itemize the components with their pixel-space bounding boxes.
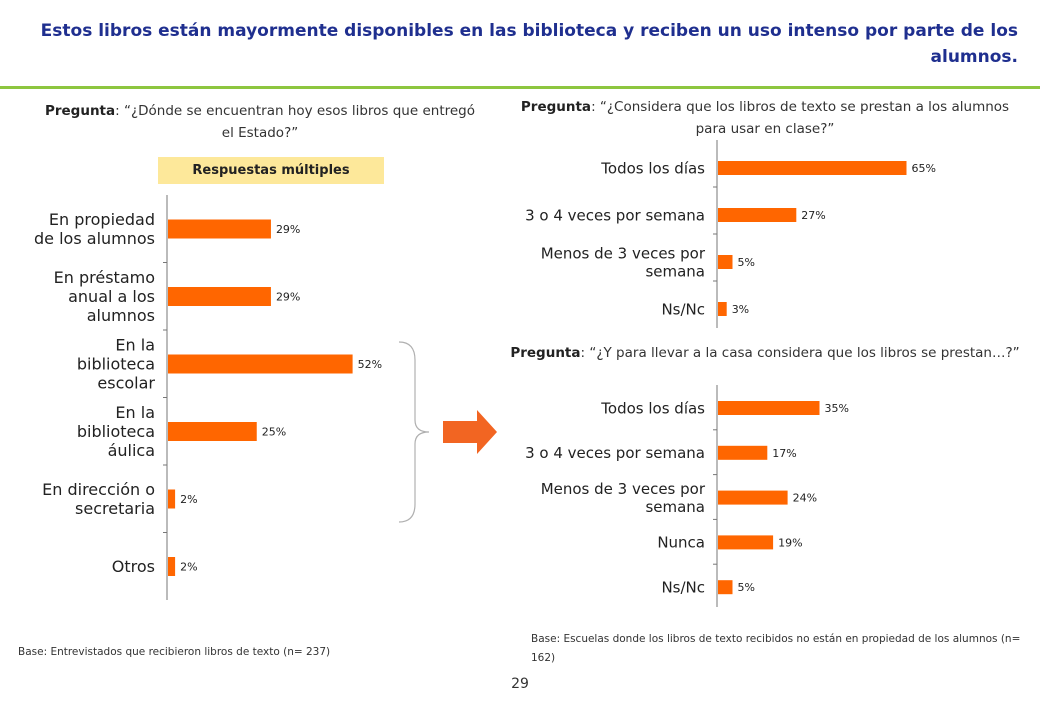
question-2-text: : “¿Considera que los libros de texto se… <box>591 99 1010 137</box>
category-label: anual a los <box>68 287 155 306</box>
category-label: de los alumnos <box>34 229 155 248</box>
bar <box>718 535 774 550</box>
right-arrow-icon <box>443 410 497 454</box>
question-1-label: Pregunta <box>44 103 116 119</box>
bar <box>718 401 820 415</box>
category-label: En propiedad <box>49 210 155 229</box>
question-1: Pregunta: “¿Dónde se encuentran hoy esos… <box>40 100 480 144</box>
bar-value-label: 5% <box>738 581 755 594</box>
category-label: Menos de 3 veces por <box>541 480 706 498</box>
bar <box>718 302 727 316</box>
category-label: Todos los días <box>600 159 705 177</box>
bar-value-label: 29% <box>276 223 300 236</box>
bar <box>718 161 907 175</box>
curly-brace-icon <box>398 341 430 523</box>
category-label: 3 o 4 veces por semana <box>525 444 705 462</box>
bar-value-label: 24% <box>793 492 817 505</box>
bar <box>718 255 733 269</box>
category-label: 3 o 4 veces por semana <box>525 206 705 224</box>
category-label: semana <box>645 262 705 280</box>
bar-value-label: 29% <box>276 291 300 304</box>
chart-class-use: 65% Todos los días 27% 3 o 4 veces por sema… <box>525 140 936 328</box>
bar <box>718 580 733 595</box>
question-3-label: Pregunta <box>510 345 581 361</box>
bar-value-label: 25% <box>262 426 286 439</box>
title-divider <box>0 86 1040 89</box>
category-label: Nunca <box>657 534 705 552</box>
bar <box>168 489 176 509</box>
category-label: escolar <box>97 374 155 393</box>
bar <box>718 445 768 460</box>
category-label: secretaria <box>75 499 155 518</box>
category-label: Todos los días <box>600 399 705 417</box>
base-note-right: Base: Escuelas donde los libros de texto… <box>531 633 1021 664</box>
chart-home-use: 35% Todos los días 17% 3 o 4 veces por sema… <box>525 385 849 607</box>
bar-value-label: 52% <box>358 358 382 371</box>
question-3: Pregunta: “¿Y para llevar a la casa cons… <box>510 342 1020 364</box>
bar <box>168 219 271 239</box>
bar-value-label: 17% <box>772 447 796 460</box>
bar <box>718 208 797 222</box>
bar-value-label: 2% <box>180 493 197 506</box>
category-label: En préstamo <box>54 268 155 287</box>
bar <box>168 557 176 576</box>
category-label: biblioteca <box>77 355 155 374</box>
category-label: En la <box>115 336 155 355</box>
bar-value-label: 27% <box>801 209 825 222</box>
question-1-text: : “¿Dónde se encuentran hoy esos libros … <box>115 103 476 141</box>
category-label: En dirección o <box>42 480 155 499</box>
category-label: biblioteca <box>77 422 155 441</box>
bar-value-label: 3% <box>732 303 749 316</box>
base-note-left: Base: Entrevistados que recibieron libro… <box>18 646 331 658</box>
bar-value-label: 65% <box>912 162 936 175</box>
bar <box>168 422 257 441</box>
bar <box>168 287 271 306</box>
category-label: semana <box>645 498 705 516</box>
category-label: Menos de 3 veces por <box>541 244 706 262</box>
page-number: 29 <box>511 676 529 692</box>
bar <box>168 354 353 374</box>
category-label: Otros <box>112 557 155 576</box>
question-2: Pregunta: “¿Considera que los libros de … <box>510 96 1020 140</box>
bar-value-label: 19% <box>778 536 802 549</box>
category-label: alumnos <box>87 306 155 325</box>
multiple-answers-badge: Respuestas múltiples <box>158 157 384 184</box>
category-label: Ns/Nc <box>661 578 705 596</box>
category-label: Ns/Nc <box>661 300 705 318</box>
bar-value-label: 5% <box>738 256 755 269</box>
category-label: áulica <box>108 441 155 460</box>
question-2-label: Pregunta <box>520 99 592 115</box>
slide-title: Estos libros están mayormente disponible… <box>40 21 1018 67</box>
bar-value-label: 35% <box>825 402 849 415</box>
category-label: En la <box>115 403 155 422</box>
bar-value-label: 2% <box>180 561 197 574</box>
question-3-text: : “¿Y para llevar a la casa considera qu… <box>580 345 1020 361</box>
bar <box>718 490 788 505</box>
